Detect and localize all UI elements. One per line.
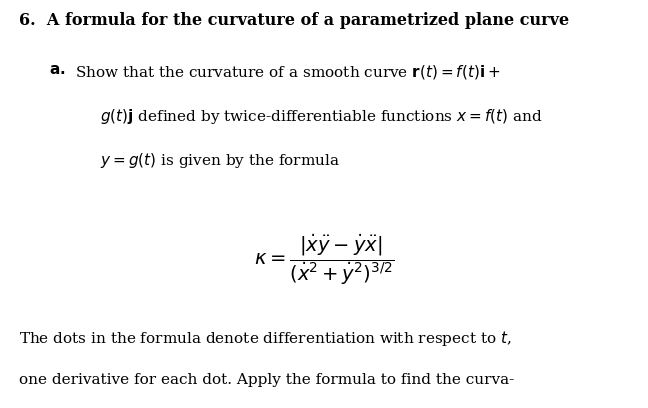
Text: Show that the curvature of a smooth curve $\mathbf{r}(t) = f(t)\mathbf{i} +$: Show that the curvature of a smooth curv… <box>75 63 500 81</box>
Text: The dots in the formula denote differentiation with respect to $t$,: The dots in the formula denote different… <box>19 329 512 348</box>
Text: 6.  A formula for the curvature of a parametrized plane curve: 6. A formula for the curvature of a para… <box>19 12 570 29</box>
Text: $y = g(t)$ is given by the formula: $y = g(t)$ is given by the formula <box>100 151 340 171</box>
Text: $\mathbf{a.}$: $\mathbf{a.}$ <box>49 63 65 77</box>
Text: $g(t)\mathbf{j}$ defined by twice-differentiable functions $x = f(t)$ and: $g(t)\mathbf{j}$ defined by twice-differ… <box>100 107 543 126</box>
Text: $\kappa = \dfrac{|\dot{x}\ddot{y} - \dot{y}\ddot{x}|}{(\dot{x}^2 + \dot{y}^2)^{3: $\kappa = \dfrac{|\dot{x}\ddot{y} - \dot… <box>253 233 395 287</box>
Text: one derivative for each dot. Apply the formula to find the curva-: one derivative for each dot. Apply the f… <box>19 373 515 387</box>
